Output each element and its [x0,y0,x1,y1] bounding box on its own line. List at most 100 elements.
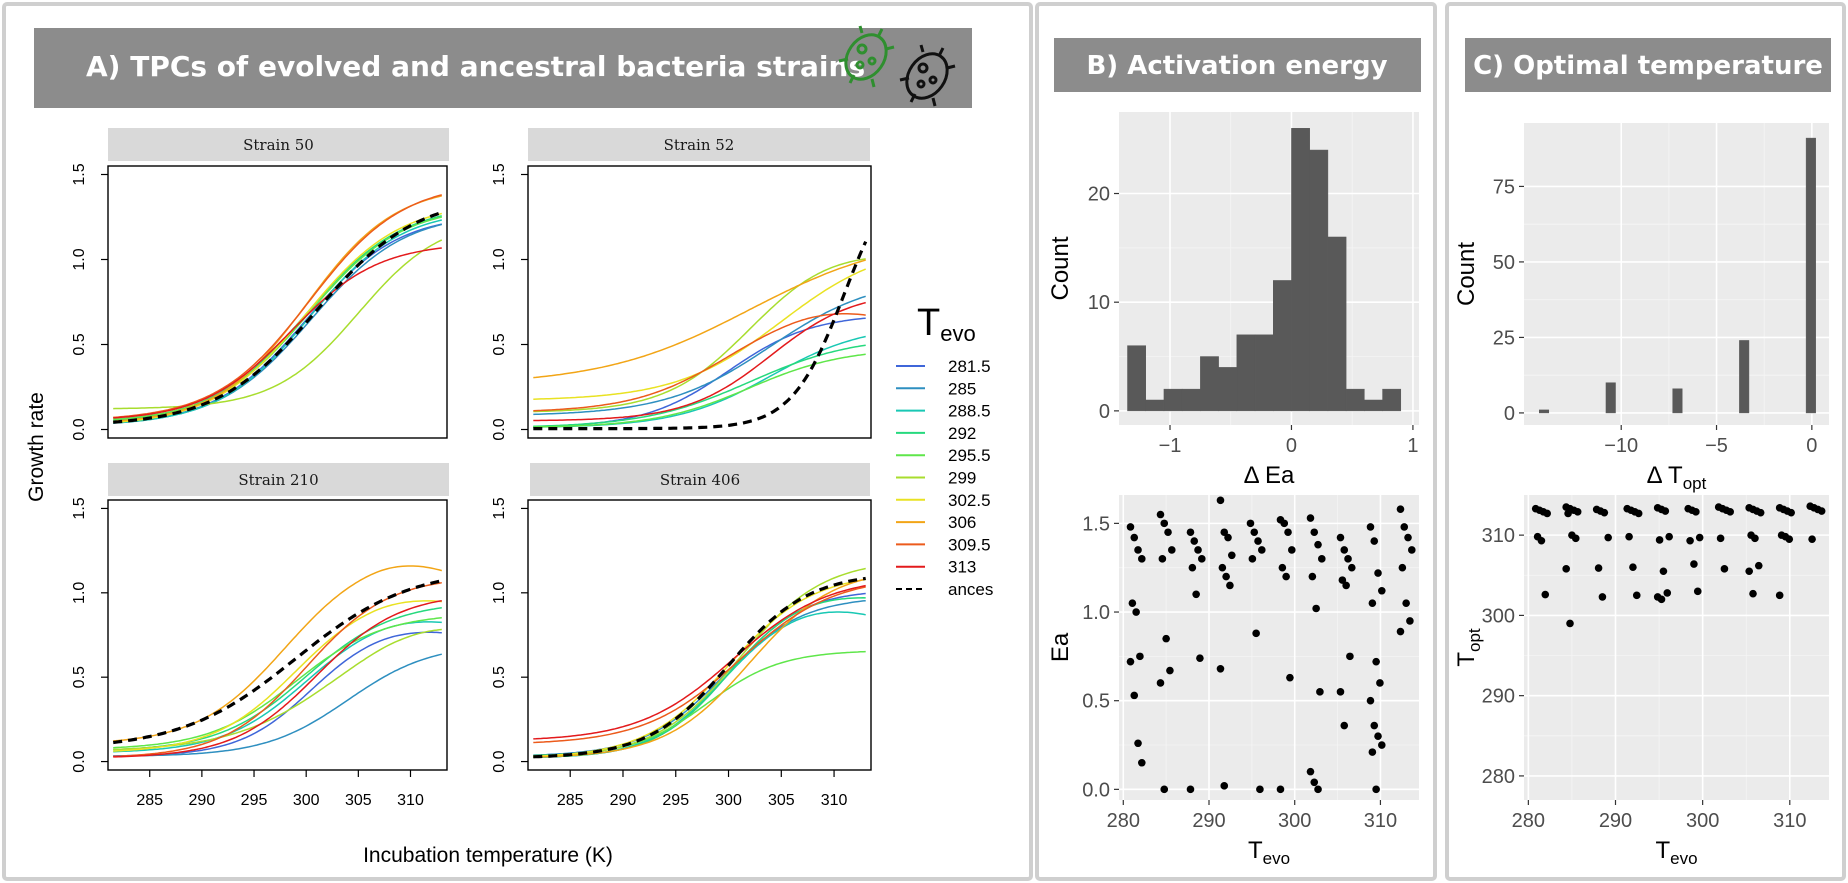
facet-title: Strain 406 [660,471,740,489]
scatter-point [1402,599,1410,607]
scatter-point [1138,758,1146,767]
y-tick-label: 1.5 [1082,513,1110,535]
tpc-curve-302.5 [113,212,442,424]
legend-label: 295.5 [948,446,991,465]
panel-a-frame [2,2,1033,881]
x-tick-label: 1 [1407,435,1418,457]
facet-strip [530,463,870,496]
plot-background [1119,495,1419,800]
scatter-point [1537,536,1546,545]
tpc-curve-306 [113,565,442,742]
y-tick-label: 1.5 [71,163,88,185]
scatter-point [1162,634,1170,643]
tpc-curve-295.5 [533,353,866,428]
x-axis-title: Δ Ea [1244,462,1295,489]
scatter-point [1754,561,1763,570]
scatter-point [1406,617,1414,625]
histogram-bar [1539,409,1550,414]
scatter-point [1600,508,1609,517]
tpc-facet: Strain 406 0.0 0.5 1.0 1.5 285 290 295 300 305 310 [491,463,872,809]
scatter-point [1136,652,1144,661]
y-tick-label: 0 [1099,401,1110,423]
x-tick-label: 310 [821,792,848,809]
scatter-point [1348,563,1356,572]
scatter-point [1661,507,1670,515]
scatter-point [1288,546,1296,554]
scatter-point [1310,528,1319,537]
scatter-point [1164,528,1172,537]
scatter-point [1190,537,1199,545]
scatter-point [1573,508,1582,516]
scatter-point [1246,519,1255,528]
panel-b-banner [1054,38,1421,92]
x-tick-label: 280 [1107,810,1140,832]
x-axis-title-main: Δ Ea [1244,462,1295,489]
histogram-bar [1672,388,1683,414]
x-tick-label: 295 [662,792,689,809]
y-axis-title-main: T [1453,652,1480,667]
scatter-point [1138,555,1146,563]
scatter-point [1346,652,1354,661]
scatter-point [1156,510,1165,519]
facet-strip [108,463,449,496]
scatter-point [1625,532,1633,541]
x-tick-label: 310 [1364,810,1397,832]
scatter-point [1566,619,1574,628]
histogram-bar [1218,367,1238,412]
legend-label: ances [948,580,993,599]
scatter-point [1378,741,1386,749]
scatter-point [1629,563,1637,572]
facet-title: Strain 50 [243,136,314,154]
ancestral-curve [533,576,866,759]
ancestral-curve [113,579,443,745]
scatter-point [1632,591,1641,600]
scatter-point [1344,555,1352,563]
scatter-point [1655,536,1664,544]
x-axis-title: Δ Topt [1647,462,1707,493]
histogram-bar [1200,356,1219,412]
x-tick-label: 285 [557,792,584,809]
tpc-curve-313 [113,599,442,758]
histogram-bar [1739,340,1750,414]
facet-strip [528,128,870,161]
scatter-point [1695,533,1704,542]
y-tick-label: 290 [1482,686,1515,708]
scatter-point [1693,587,1702,596]
y-tick-label: 0.5 [1082,691,1110,713]
scatter-point [1158,555,1167,563]
panel-a-banner [34,28,972,108]
scatter-point [1340,721,1349,730]
scatter-point [1541,590,1550,599]
x-tick-label: −1 [1159,435,1182,457]
y-axis-title: Count [1453,242,1480,306]
histogram-bar [1273,280,1292,412]
legend-label: 288.5 [948,402,991,421]
legend-label: 292 [948,424,976,443]
scatter-point [1398,563,1407,572]
scatter-point [1134,546,1142,554]
legend-label: 302.5 [948,491,991,510]
scatter-point [1282,572,1290,581]
scatter-point [1186,785,1195,794]
scatter-point [1308,572,1317,581]
histogram-bar [1236,334,1256,412]
histogram-bar [1605,382,1616,414]
scatter-point [1368,599,1377,607]
x-axis-title: Tevo [1248,837,1290,868]
scatter-point [1186,528,1195,537]
tpc-curve-309.5 [533,586,866,744]
y-tick-label: 1.0 [491,582,508,604]
scatter-point [1726,508,1734,516]
histogram-bar [1309,149,1329,412]
scatter-point [1396,505,1405,513]
x-tick-label: −10 [1604,435,1638,457]
scatter-point [1372,657,1380,666]
scatter-point [1372,785,1380,794]
ancestral-curve [533,240,868,431]
y-tick-label: 280 [1482,766,1515,788]
scatter-point [1720,565,1729,573]
scatter-point [1338,576,1347,584]
scatter-point [1220,528,1229,537]
scatter-point [1663,589,1672,597]
